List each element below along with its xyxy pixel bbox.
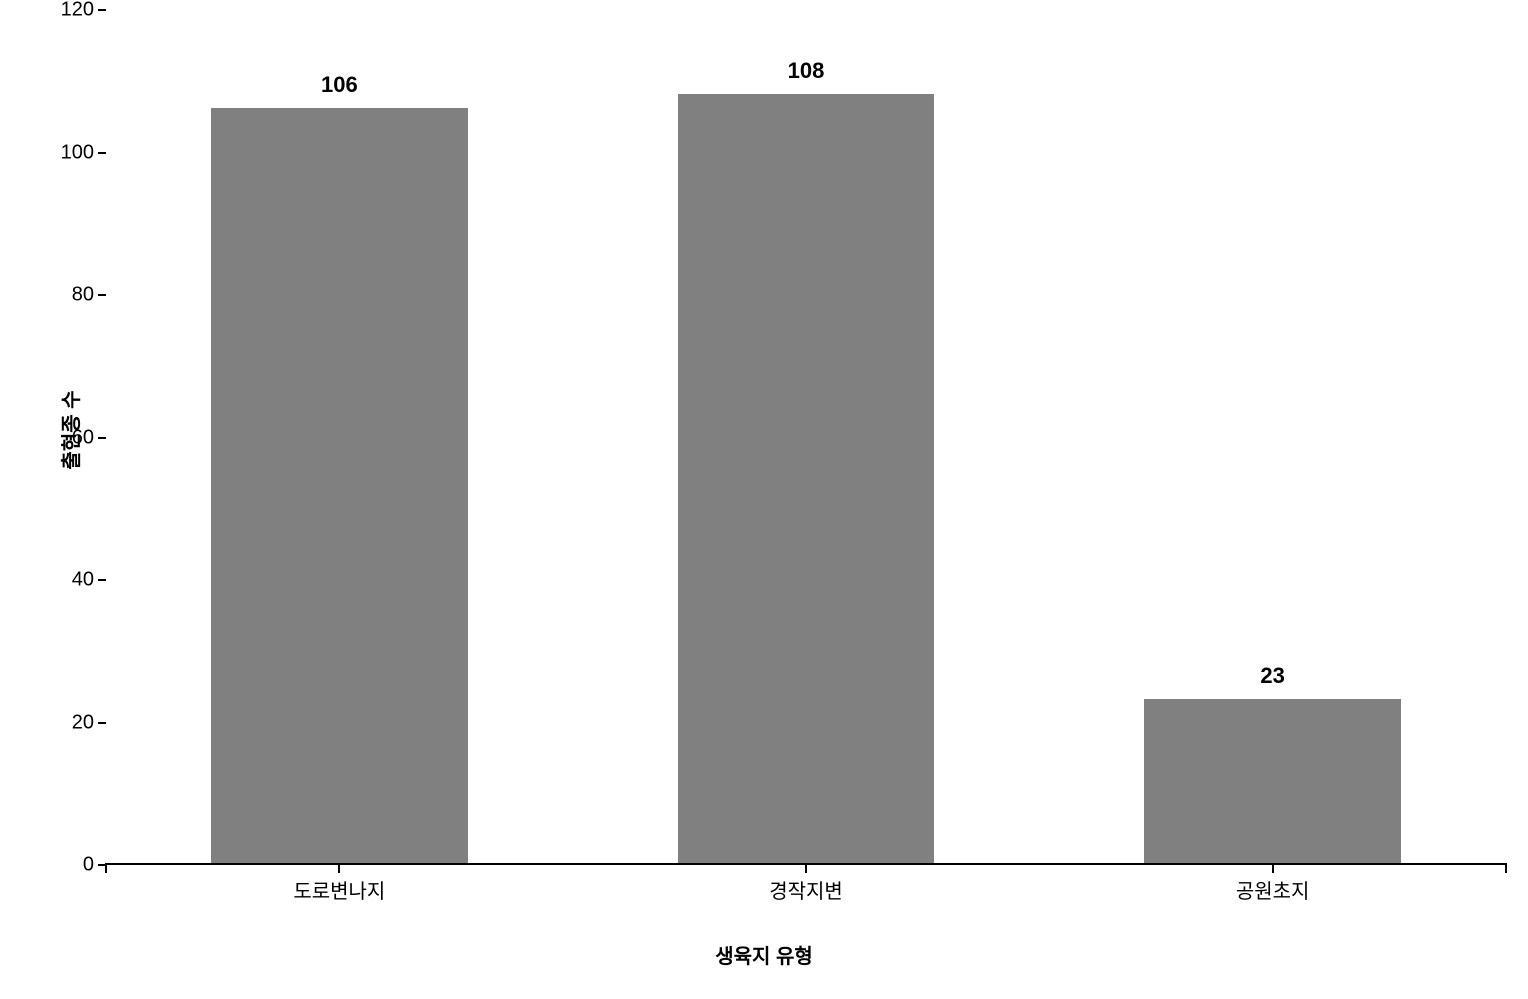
bar-value-label: 106	[321, 72, 358, 98]
x-tick-label: 경작지변	[769, 875, 843, 904]
x-tick-mark	[805, 863, 807, 873]
y-tick-label: 100	[61, 141, 94, 164]
y-tick-label: 60	[72, 426, 94, 449]
x-tick-label: 도로변나지	[293, 875, 385, 904]
x-tick-mark	[105, 863, 107, 873]
bar	[1144, 699, 1401, 863]
x-tick-mark	[1505, 863, 1507, 873]
y-tick-label: 120	[61, 0, 94, 22]
bar-value-label: 108	[788, 58, 825, 84]
y-tick-label: 40	[72, 569, 94, 592]
chart-container: 02040608010012010610823	[106, 10, 1506, 930]
y-tick-mark	[98, 722, 106, 724]
y-tick-mark	[98, 579, 106, 581]
bar-value-label: 23	[1260, 663, 1284, 689]
y-tick-label: 0	[83, 854, 94, 877]
y-tick-mark	[98, 294, 106, 296]
x-tick-mark	[338, 863, 340, 873]
x-tick-label: 공원초지	[1236, 875, 1310, 904]
x-axis-label: 생육지 유형	[715, 940, 813, 969]
bar	[211, 108, 468, 863]
y-tick-label: 20	[72, 711, 94, 734]
x-tick-mark	[1272, 863, 1274, 873]
y-tick-mark	[98, 437, 106, 439]
y-tick-label: 80	[72, 284, 94, 307]
bar	[678, 94, 935, 864]
plot-area: 02040608010012010610823	[106, 10, 1506, 865]
y-tick-mark	[98, 152, 106, 154]
y-tick-mark	[98, 9, 106, 11]
